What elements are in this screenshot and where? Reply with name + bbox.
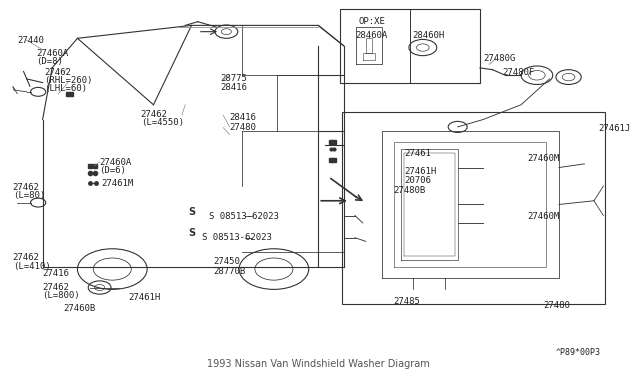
Text: ^P89*00P3: ^P89*00P3 bbox=[556, 349, 601, 357]
Text: 27462: 27462 bbox=[13, 183, 40, 192]
Text: (L=410): (L=410) bbox=[13, 262, 51, 270]
Text: 28460A: 28460A bbox=[355, 31, 387, 40]
Text: S 08513-62023: S 08513-62023 bbox=[209, 212, 279, 221]
Text: S: S bbox=[188, 207, 195, 217]
Text: 27462: 27462 bbox=[45, 68, 71, 77]
Text: 27462: 27462 bbox=[43, 283, 70, 292]
Bar bbox=[342, 112, 605, 304]
Text: 28460H: 28460H bbox=[412, 31, 444, 40]
Text: S 08513-62023: S 08513-62023 bbox=[202, 233, 271, 242]
Text: 27460M: 27460M bbox=[527, 212, 559, 221]
Text: 27461H: 27461H bbox=[128, 293, 161, 302]
Text: 27480G: 27480G bbox=[483, 54, 515, 63]
Text: (D=8): (D=8) bbox=[36, 57, 63, 67]
Text: S: S bbox=[188, 228, 195, 238]
Text: 27461: 27461 bbox=[404, 149, 431, 158]
Text: 27450: 27450 bbox=[214, 257, 241, 266]
Bar bbox=[340, 9, 480, 83]
Text: 27462: 27462 bbox=[141, 109, 168, 119]
Text: (RHL=260): (RHL=260) bbox=[45, 76, 93, 85]
Text: 20706: 20706 bbox=[404, 176, 431, 185]
Text: (L=80): (L=80) bbox=[13, 192, 45, 201]
Text: 27460B: 27460B bbox=[63, 304, 96, 313]
Text: 27416: 27416 bbox=[43, 269, 70, 278]
Text: 28416: 28416 bbox=[230, 113, 257, 122]
Text: 27461M: 27461M bbox=[102, 179, 134, 187]
Text: (L=800): (L=800) bbox=[43, 291, 80, 300]
Text: 27460M: 27460M bbox=[527, 154, 559, 163]
Text: 27461J: 27461J bbox=[598, 124, 630, 133]
Text: 27461H: 27461H bbox=[404, 167, 436, 176]
Text: 27462: 27462 bbox=[13, 253, 40, 263]
Text: 27480B: 27480B bbox=[393, 186, 426, 195]
Text: 27460A: 27460A bbox=[36, 49, 68, 58]
Text: 27460A: 27460A bbox=[100, 157, 132, 167]
Text: 27480: 27480 bbox=[543, 301, 570, 311]
Text: 27440: 27440 bbox=[17, 36, 44, 45]
Text: 27480F: 27480F bbox=[502, 68, 534, 77]
Text: 27485: 27485 bbox=[393, 297, 420, 306]
Text: 28416: 28416 bbox=[220, 83, 247, 92]
Text: (D=6): (D=6) bbox=[100, 166, 127, 174]
Text: 28770B: 28770B bbox=[214, 267, 246, 276]
Text: 27480: 27480 bbox=[230, 123, 257, 132]
Text: (LHL=60): (LHL=60) bbox=[45, 84, 88, 93]
Text: (L=4550): (L=4550) bbox=[141, 118, 184, 126]
Text: OP:XE: OP:XE bbox=[358, 17, 385, 26]
Text: 28775: 28775 bbox=[220, 74, 247, 83]
Text: 1993 Nissan Van Windshield Washer Diagram: 1993 Nissan Van Windshield Washer Diagra… bbox=[207, 359, 429, 369]
